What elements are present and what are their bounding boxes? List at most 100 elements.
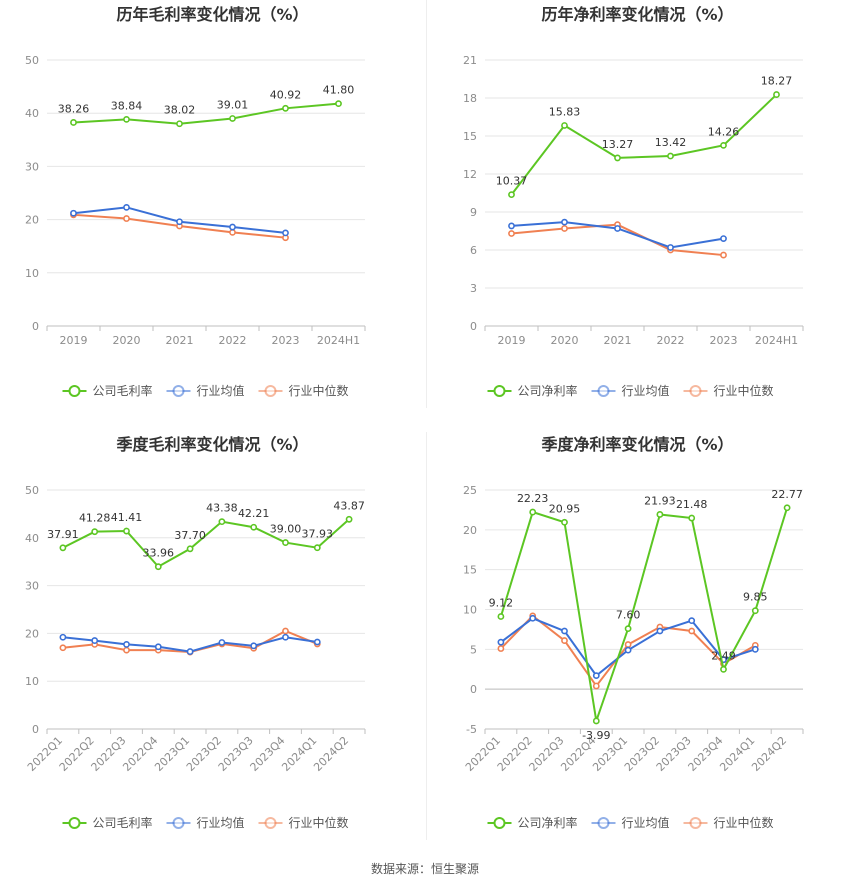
y-tick-label: 0: [32, 320, 39, 333]
data-point: [250, 523, 258, 531]
series-line-0: [62, 518, 350, 568]
legend-label: 公司毛利率: [93, 815, 153, 830]
data-label: 38.26: [58, 102, 90, 115]
legend-item: 行业均值: [591, 815, 670, 830]
quarterly-net-margin-svg: 季度净利率变化情况（%）-505101520252022Q12022Q22022…: [463, 435, 804, 830]
data-point: [123, 527, 130, 535]
x-tick-label: 2021: [166, 334, 194, 347]
data-point: [154, 643, 162, 651]
y-tick-label: 21: [463, 54, 477, 67]
data-point: [720, 235, 727, 242]
quarterly-gross-margin-chart: 季度毛利率变化情况（%） 0 10 20 30 40 50 2022Q1 2022Q2 2022Q…: [0, 430, 425, 855]
data-point: [508, 191, 515, 199]
legend-item: 行业中位数: [258, 383, 349, 398]
quarterly-gross-margin-svg: 季度毛利率变化情况（%）010203040502022Q12022Q22022Q…: [25, 435, 366, 830]
data-point: [335, 100, 342, 108]
legend-item: 公司毛利率: [62, 383, 153, 398]
y-tick-label: 9: [470, 206, 477, 219]
data-point: [218, 639, 226, 646]
series-line-0: [510, 93, 778, 196]
data-point: [751, 645, 759, 653]
data-label: 41.41: [111, 511, 143, 524]
data-point: [176, 218, 183, 226]
data-point: [282, 633, 289, 641]
data-label: 20.95: [549, 502, 581, 515]
data-point: [59, 633, 67, 641]
data-point: [720, 251, 727, 259]
y-tick-label: 0: [470, 683, 477, 696]
annual-gross-margin-chart: 历年毛利率变化情况（%） 0 10 20 30 40 50 2019 2020 2021 2022 2…: [0, 0, 425, 430]
x-tick-label: 2023: [272, 334, 300, 347]
x-tick-label: 2024Q2: [749, 734, 789, 774]
data-point: [624, 641, 632, 648]
data-point: [592, 672, 600, 680]
data-label: 43.87: [333, 499, 365, 512]
data-point: [720, 141, 727, 149]
legend-swatch-marker: [493, 817, 506, 829]
data-point: [688, 514, 696, 522]
legend-item: 行业中位数: [683, 383, 774, 398]
data-label: 7.60: [616, 609, 641, 622]
data-point: [59, 644, 67, 652]
data-label: 40.92: [270, 88, 302, 101]
y-tick-label: 5: [470, 643, 477, 656]
data-label: 38.02: [164, 104, 196, 117]
legend-label: 行业中位数: [714, 383, 774, 398]
data-label: 37.93: [302, 528, 334, 541]
data-point: [624, 646, 632, 654]
chart-title: 季度毛利率变化情况（%）: [115, 435, 308, 454]
data-point: [345, 515, 353, 523]
x-tick-label: 2021: [604, 334, 632, 347]
legend-label: 行业均值: [622, 383, 670, 398]
data-point: [123, 640, 130, 648]
data-point: [250, 642, 258, 650]
y-tick-label: 15: [463, 130, 477, 143]
data-point: [614, 154, 621, 162]
x-tick-label: 2022: [219, 334, 247, 347]
data-point: [592, 717, 600, 725]
data-label: 18.27: [761, 75, 793, 88]
data-point: [656, 627, 664, 635]
legend-label: 行业中位数: [289, 815, 349, 830]
data-label: 37.91: [47, 528, 79, 541]
legend-item: 行业中位数: [683, 815, 774, 830]
legend-item: 行业均值: [166, 383, 245, 398]
x-tick-label: 2024Q2: [311, 734, 351, 774]
y-tick-label: 25: [463, 484, 477, 497]
data-point: [561, 122, 568, 129]
legend-item: 公司毛利率: [62, 815, 153, 830]
data-point: [624, 625, 632, 633]
x-tick-label: 2023: [710, 334, 738, 347]
data-point: [123, 646, 130, 654]
data-point: [91, 637, 99, 644]
data-point: [783, 504, 791, 512]
data-point: [656, 511, 664, 518]
legend-swatch-marker: [493, 385, 506, 397]
legend-swatch-marker: [68, 385, 81, 397]
annual-net-margin-chart: 历年净利率变化情况（%） 0 3 6 9 12 15 18 21 2019 2020 2021 2022…: [425, 0, 850, 430]
data-label: 2.49: [711, 649, 736, 662]
chart-title: 历年净利率变化情况（%）: [541, 5, 733, 24]
data-label: 42.21: [238, 507, 270, 520]
data-point: [508, 222, 515, 230]
data-point: [561, 225, 568, 232]
y-tick-label: 6: [470, 244, 477, 257]
series-line-0: [499, 507, 789, 722]
y-tick-label: 10: [25, 267, 39, 280]
legend-swatch-marker: [264, 817, 277, 829]
y-tick-label: 50: [25, 484, 39, 497]
legend-label: 公司净利率: [518, 383, 578, 398]
legend-swatch-marker: [68, 817, 81, 829]
data-label: 13.42: [655, 136, 687, 149]
data-label: 41.80: [323, 84, 355, 97]
data-point: [529, 614, 537, 622]
chart-title: 历年毛利率变化情况（%）: [116, 5, 308, 24]
data-point: [70, 119, 77, 126]
x-tick-label: 2024H1: [755, 334, 798, 347]
data-label: 21.48: [676, 498, 708, 511]
annual-net-margin-svg: 历年净利率变化情况（%） 0 3 6 9 12 15 18 21 2019 2020 2021 2022…: [463, 5, 804, 398]
legend-swatch-marker: [172, 385, 185, 397]
y-tick-label: 0: [32, 723, 39, 736]
data-label: 39.01: [217, 98, 249, 111]
data-point: [282, 627, 289, 635]
